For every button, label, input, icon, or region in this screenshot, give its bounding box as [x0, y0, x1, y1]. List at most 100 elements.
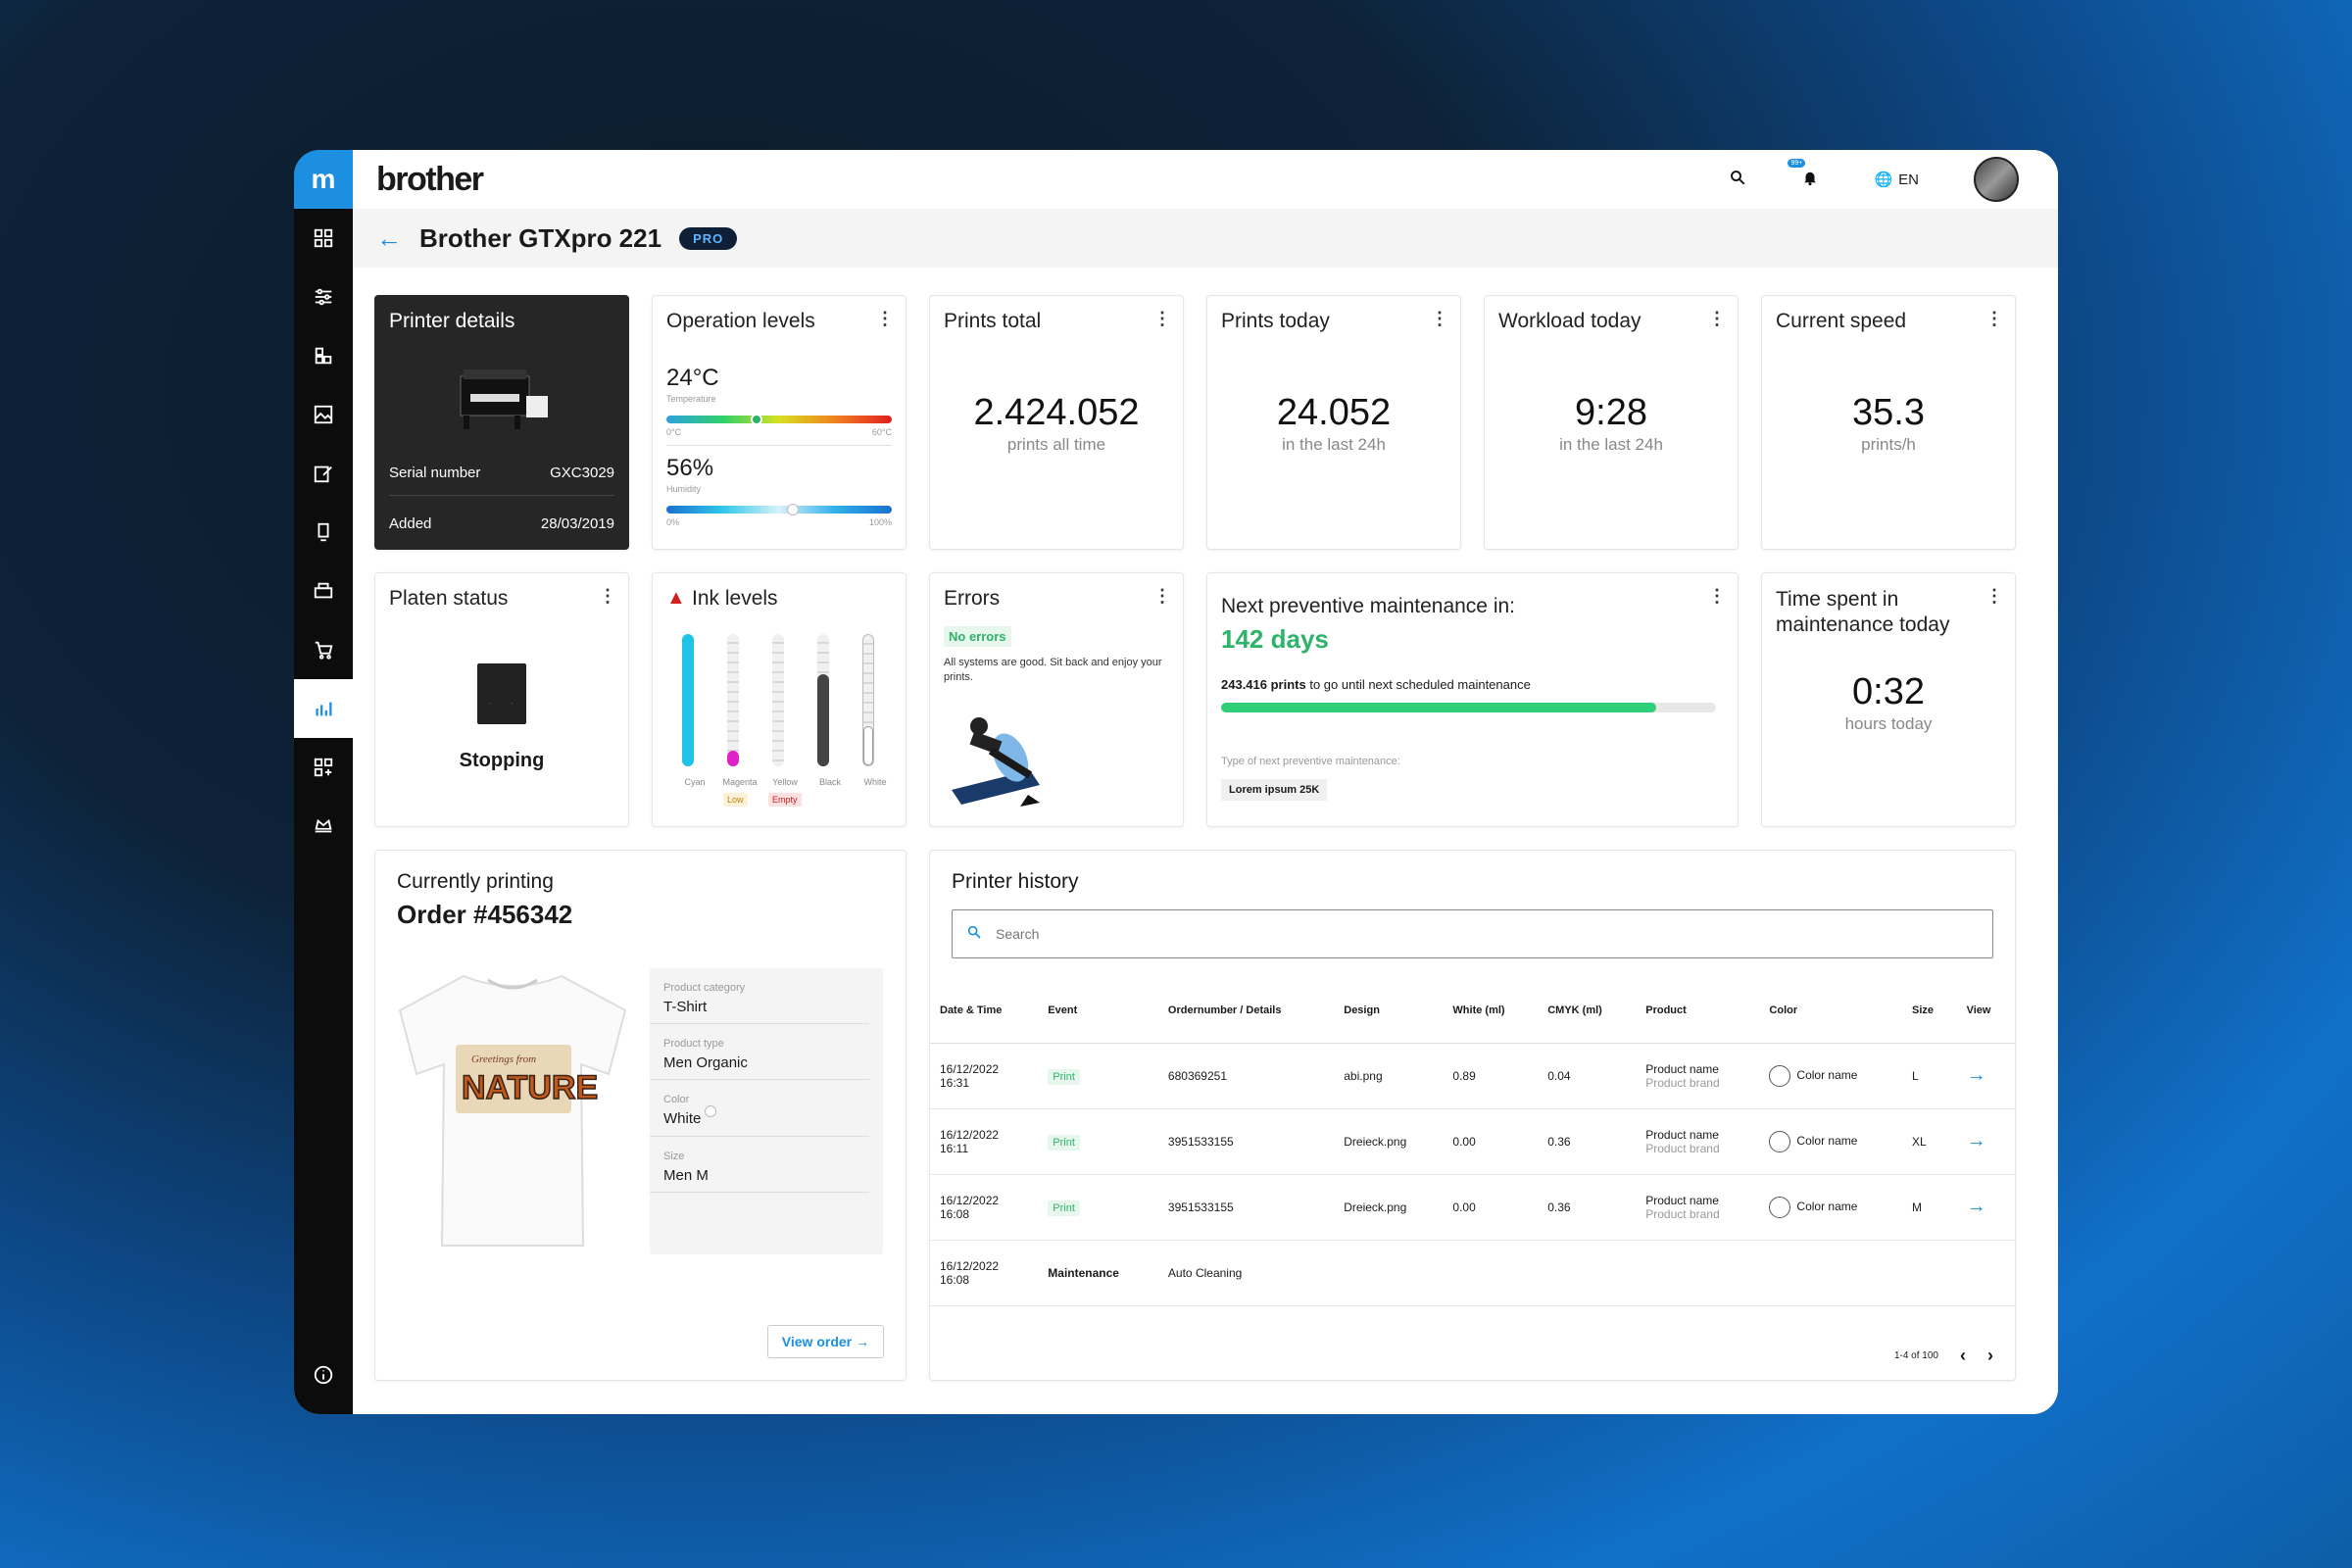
- nav-image-icon[interactable]: [294, 385, 353, 444]
- prints-today-value: 24.052: [1276, 392, 1392, 433]
- serial-value: GXC3029: [550, 465, 614, 481]
- more-icon[interactable]: ⋮: [1431, 309, 1448, 328]
- time-cell: 16:11: [940, 1141, 969, 1155]
- view-order-button[interactable]: View order →: [766, 1325, 884, 1358]
- page-header: ← Brother GTXpro 221 PRO: [353, 209, 2058, 268]
- maintenance-type: Lorem ipsum 25K: [1221, 779, 1328, 801]
- property-label: Size: [663, 1151, 685, 1162]
- property-value: Men Organic: [663, 1054, 748, 1071]
- event-cell: Maintenance: [1048, 1265, 1119, 1280]
- nav-device-icon[interactable]: [294, 503, 353, 562]
- search-input[interactable]: [996, 926, 1780, 942]
- history-table: Date & Time Event Ordernumber / Details Des…: [930, 978, 2015, 1306]
- maintenance-type-label: Type of next preventive maintenance:: [1221, 756, 1400, 767]
- ink-label: Cyan: [684, 777, 706, 787]
- view-arrow-icon[interactable]: →: [1966, 1130, 1986, 1152]
- shirt-small-text: Greetings from: [471, 1054, 536, 1065]
- more-icon[interactable]: ⋮: [599, 586, 616, 606]
- ink-levels-card: Ink levels ▲ Cyan Magenta Low Yellow Empty Bl…: [652, 572, 906, 827]
- product-property: Product category T-Shirt: [650, 968, 869, 1024]
- errors-card: Errors ⋮ No errors All systems are good.…: [929, 572, 1184, 827]
- nav-design-icon[interactable]: [294, 444, 353, 503]
- prints-total-sub: prints all time: [1006, 435, 1106, 454]
- column-header: Date & Time: [930, 978, 1039, 1044]
- maintenance-progress: [1221, 703, 1716, 712]
- nav-printers-icon[interactable]: [294, 562, 353, 620]
- table-row[interactable]: 16/12/2022 16:11 Print 3951533155 Dreieck.pn…: [930, 1108, 2015, 1175]
- column-header: White (ml): [1443, 978, 1539, 1044]
- top-bar: brother 99+ 🌐 EN: [353, 150, 2058, 209]
- app-window: m brother 99+ 🌐 EN ← Brother GTXpro 221 P…: [294, 150, 2058, 1414]
- size-cell: L: [1911, 1068, 1919, 1083]
- nav-cart-icon[interactable]: [294, 620, 353, 679]
- temp-max: 60°C: [871, 427, 892, 437]
- time-cell: 16:08: [940, 1272, 970, 1287]
- product-property: Size Men M: [650, 1137, 869, 1193]
- ink-fill-cyan: [682, 634, 694, 766]
- search-icon[interactable]: [1729, 169, 1746, 190]
- serial-label: Serial number: [389, 465, 481, 481]
- table-row[interactable]: 16/12/2022 16:08 Print 3951533155 Dreieck.pn…: [930, 1174, 2015, 1241]
- property-value: T-Shirt: [663, 999, 708, 1015]
- property-label: Product category: [663, 982, 746, 994]
- color-swatch-icon: [1769, 1130, 1791, 1152]
- order-cell: Auto Cleaning: [1167, 1265, 1243, 1280]
- nav-crown-icon[interactable]: [294, 797, 353, 856]
- table-row[interactable]: 16/12/2022 16:31 Print 680369251 abi.png 0.89…: [930, 1043, 2015, 1109]
- more-icon[interactable]: ⋮: [876, 309, 894, 328]
- product-brand: Product brand: [1645, 1075, 1720, 1090]
- maintenance-prints-rest: to go until next scheduled maintenance: [1309, 677, 1531, 692]
- order-cell: 680369251: [1167, 1068, 1227, 1083]
- back-arrow-icon[interactable]: ←: [376, 222, 402, 253]
- nav-add-widget-icon[interactable]: [294, 738, 353, 797]
- humidity-label: Humidity: [666, 484, 702, 494]
- temp-min: 0°C: [666, 427, 682, 437]
- card-title: Platen status: [389, 587, 509, 610]
- page-title: Brother GTXpro 221: [419, 222, 662, 253]
- speed-sub: prints/h: [1861, 435, 1916, 454]
- more-icon[interactable]: ⋮: [1153, 586, 1171, 606]
- card-title: Next preventive maintenance in:: [1221, 595, 1515, 617]
- more-icon[interactable]: ⋮: [1153, 309, 1171, 328]
- column-header: Event: [1038, 978, 1158, 1044]
- notification-bell-icon[interactable]: 99+: [1788, 159, 1819, 190]
- more-icon[interactable]: ⋮: [1708, 586, 1726, 606]
- view-arrow-icon[interactable]: →: [1966, 1196, 1986, 1217]
- nav-products-icon[interactable]: [294, 326, 353, 385]
- card-title: Time spent in maintenance today: [1776, 588, 1950, 636]
- user-avatar[interactable]: [1974, 157, 2019, 202]
- humidity-value: 56%: [666, 455, 714, 481]
- order-cell: 3951533155: [1167, 1134, 1234, 1149]
- column-header: Product: [1636, 978, 1760, 1044]
- printer-details-card[interactable]: Printer details Serial number GXC3029 Add…: [374, 295, 629, 550]
- nav-dashboard-icon[interactable]: [294, 209, 353, 268]
- errors-text: All systems are good. Sit back and enjoy…: [944, 657, 1162, 683]
- prints-today-card: Prints today ⋮ 24.052 in the last 24h: [1206, 295, 1461, 550]
- more-icon[interactable]: ⋮: [1985, 309, 2003, 328]
- warning-icon: ▲: [666, 587, 686, 609]
- nav-settings-sliders-icon[interactable]: [294, 268, 353, 326]
- workload-card: Workload today ⋮ 9:28 in the last 24h: [1484, 295, 1739, 550]
- search-field[interactable]: [952, 909, 1993, 958]
- view-arrow-icon[interactable]: →: [1966, 1064, 1986, 1086]
- language-selector[interactable]: 🌐 EN: [1874, 171, 1919, 189]
- time-cell: 16:31: [940, 1075, 970, 1090]
- white-cell: 0.89: [1452, 1068, 1476, 1083]
- brand-logo: brother: [376, 160, 484, 198]
- date-cell: 16/12/2022: [940, 1127, 1000, 1142]
- ink-label: Yellow: [772, 777, 798, 787]
- prev-page-icon[interactable]: ‹: [1960, 1346, 1966, 1365]
- product-properties: Product category T-Shirt Product type Men O…: [650, 968, 883, 1254]
- product-property: Product type Men Organic: [650, 1024, 869, 1080]
- printer-image-icon: [460, 369, 548, 429]
- app-logo[interactable]: m: [294, 150, 353, 209]
- nav-analytics-icon[interactable]: [294, 679, 353, 738]
- more-icon[interactable]: ⋮: [1708, 309, 1726, 328]
- table-row[interactable]: 16/12/2022 16:08 Maintenance Auto Cleaning: [930, 1240, 2015, 1306]
- temperature-label: Temperature: [666, 394, 716, 404]
- next-page-icon[interactable]: ›: [1987, 1346, 1993, 1365]
- info-icon[interactable]: [294, 1346, 353, 1404]
- more-icon[interactable]: ⋮: [1985, 586, 2003, 606]
- color-cell: Color name: [1796, 1199, 1858, 1213]
- history-title: Printer history: [952, 870, 1079, 893]
